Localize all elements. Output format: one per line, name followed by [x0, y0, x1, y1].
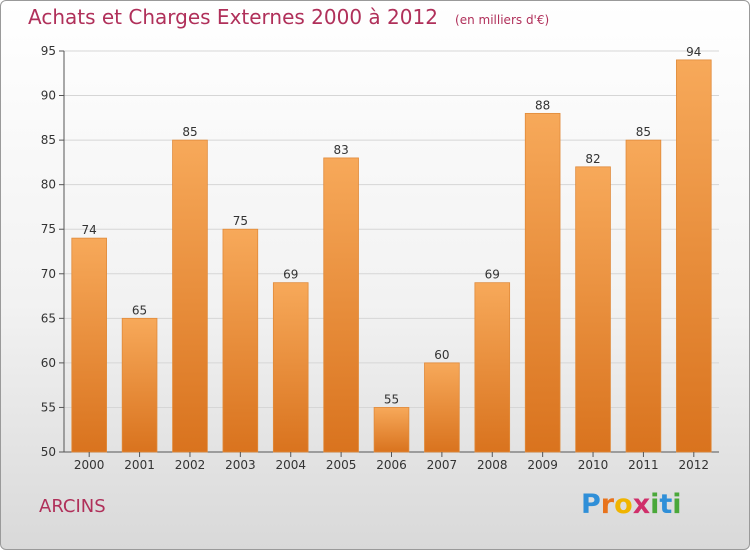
y-tick-label: 65 [41, 311, 56, 325]
bar-value-label: 69 [283, 268, 298, 282]
bar-value-label: 69 [485, 268, 500, 282]
logo-letter: x [632, 489, 651, 520]
chart-unit: (en milliers d'€) [455, 13, 550, 27]
x-tick-label: 2010 [578, 458, 609, 472]
x-tick-label: 2005 [326, 458, 357, 472]
bar-2001 [121, 317, 158, 453]
logo-letter: t [659, 489, 673, 520]
bar-2012 [676, 59, 712, 453]
y-tick-label: 95 [41, 44, 56, 58]
x-tick-label: 2007 [427, 458, 458, 472]
bar-value-label: 83 [333, 143, 348, 157]
logo-letter: r [600, 489, 615, 520]
bar-value-label: 82 [585, 152, 600, 166]
proxiti-logo: Proxiti [581, 489, 682, 520]
bar-2007 [424, 362, 460, 453]
logo-letter: o [614, 489, 633, 520]
bar-2002 [172, 139, 208, 453]
bar-value-label: 55 [384, 392, 399, 406]
y-tick-label: 75 [41, 222, 56, 236]
x-tick-label: 2004 [275, 458, 306, 472]
bar-2006 [373, 407, 410, 453]
bar-value-label: 65 [132, 303, 147, 317]
x-tick-label: 2001 [124, 458, 155, 472]
bar-2000 [71, 237, 107, 453]
y-tick-label: 80 [41, 178, 56, 192]
bar-2009 [524, 112, 561, 453]
bar-2010 [575, 166, 611, 453]
logo-letter: i [672, 489, 682, 520]
y-tick-label: 85 [41, 133, 56, 147]
x-tick-label: 2006 [376, 458, 407, 472]
bar-2005 [323, 157, 359, 453]
logo-letter: P [581, 489, 601, 520]
x-tick-label: 2012 [679, 458, 710, 472]
bar-value-label: 94 [686, 45, 701, 59]
y-tick-label: 50 [41, 445, 56, 459]
bar-2003 [222, 228, 259, 453]
x-tick-label: 2003 [225, 458, 256, 472]
y-tick-label: 55 [41, 400, 56, 414]
bar-2004 [272, 282, 309, 453]
y-tick-label: 90 [41, 89, 56, 103]
logo-letter: i [650, 489, 660, 520]
x-tick-label: 2009 [527, 458, 558, 472]
bar-value-label: 85 [636, 125, 651, 139]
bar-value-label: 88 [535, 98, 550, 112]
bar-value-label: 75 [233, 214, 248, 228]
bar-2011 [625, 139, 662, 453]
y-tick-label: 70 [41, 267, 56, 281]
bar-2008 [474, 282, 511, 453]
x-tick-label: 2011 [628, 458, 659, 472]
commune-name: ARCINS [39, 496, 106, 517]
chart-title-text: Achats et Charges Externes 2000 à 2012 [28, 5, 438, 29]
bar-value-label: 60 [434, 348, 449, 362]
chart-title: Achats et Charges Externes 2000 à 2012 (… [28, 5, 549, 29]
bar-value-label: 74 [82, 223, 97, 237]
bar-value-label: 85 [182, 125, 197, 139]
x-tick-label: 2000 [74, 458, 105, 472]
x-tick-label: 2002 [175, 458, 206, 472]
x-tick-label: 2008 [477, 458, 508, 472]
y-tick-label: 60 [41, 356, 56, 370]
